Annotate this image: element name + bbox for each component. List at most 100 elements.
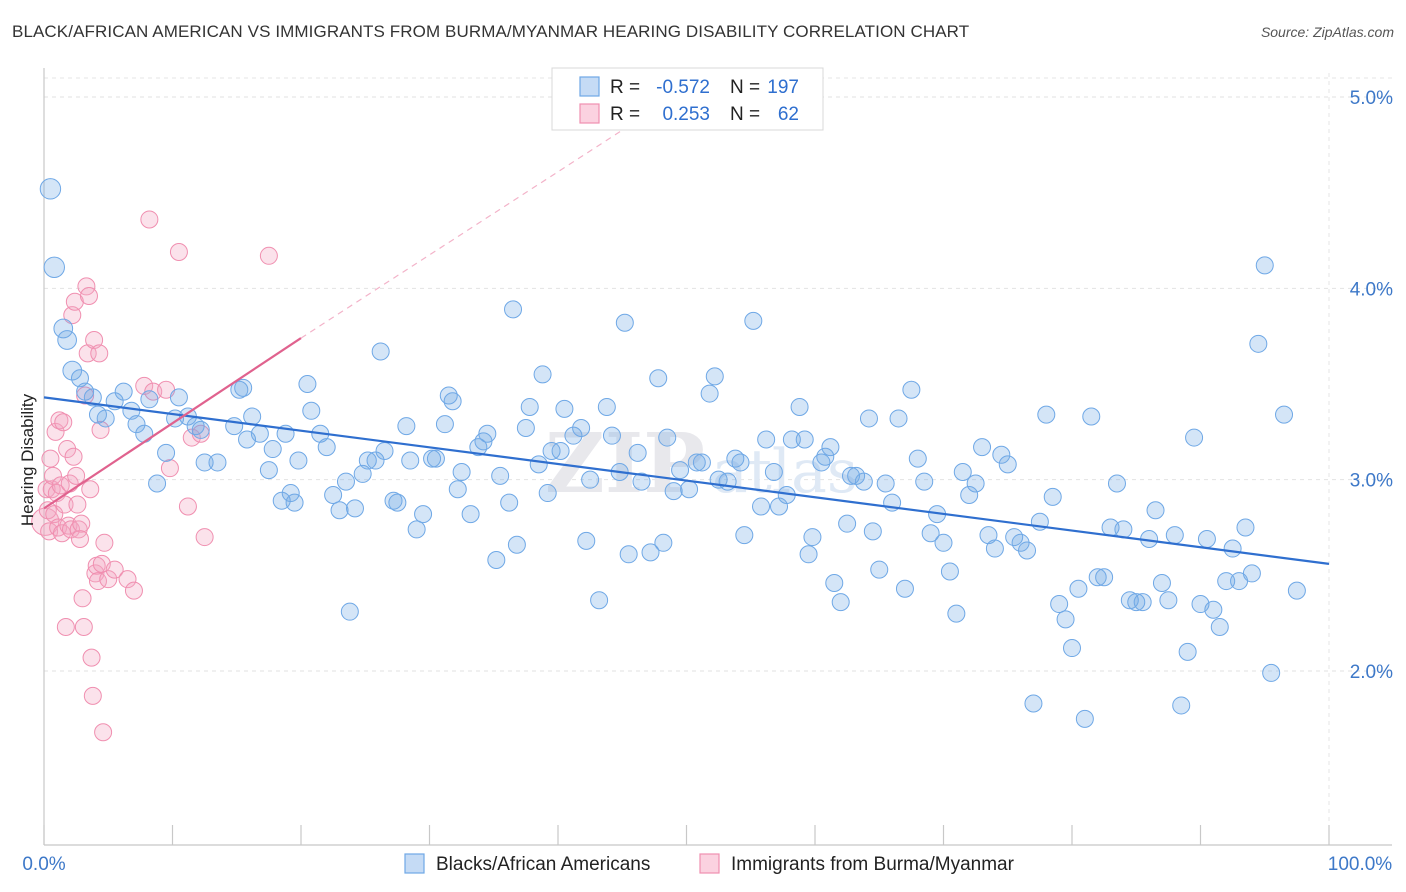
data-point-black [1082, 407, 1101, 426]
data-point-black [127, 415, 146, 434]
data-point-burma [74, 617, 93, 636]
data-point-black [816, 447, 835, 466]
data-point-black [529, 455, 548, 474]
legend-n-value-black: 197 [767, 77, 799, 98]
data-point-black [619, 545, 638, 564]
data-point-burma [135, 376, 154, 395]
data-point-black [330, 501, 349, 520]
data-point-black [1210, 617, 1229, 636]
data-point-black [423, 449, 442, 468]
data-point-black [731, 453, 750, 472]
y-tick-label: 2.0% [1350, 662, 1393, 683]
data-point-black [658, 428, 677, 447]
trend-line-black [43, 396, 1330, 565]
data-point-black [641, 543, 660, 562]
data-point-black [533, 365, 552, 384]
data-point-black [1217, 572, 1236, 591]
data-point-black [752, 497, 771, 516]
data-point-burma [52, 524, 71, 543]
data-point-black [671, 461, 690, 480]
data-point-black [1172, 696, 1191, 715]
data-point-black [388, 493, 407, 512]
data-point-black [825, 573, 844, 592]
y-axis-label: Hearing Disability [18, 393, 37, 526]
data-point-black [538, 484, 557, 503]
data-point-black [285, 493, 304, 512]
data-point-burma [76, 386, 95, 405]
data-point-black [876, 474, 895, 493]
data-point-burma [63, 306, 82, 325]
data-point-black [491, 466, 510, 485]
data-point-burma [83, 686, 102, 705]
data-point-black [1050, 595, 1069, 614]
data-point-black [628, 443, 647, 462]
data-point-burma [94, 723, 113, 742]
legend-r-label-burma: R = [610, 104, 640, 125]
data-point-black [225, 417, 244, 436]
data-point-burma [81, 480, 100, 499]
data-point-black [705, 367, 724, 386]
data-point-black [135, 424, 154, 443]
data-point-black [234, 378, 253, 397]
data-point-black [452, 463, 471, 482]
data-point-burma [79, 286, 98, 305]
data-point-burma [64, 447, 83, 466]
x-tick-labels: 0.0% 100.0% [22, 854, 1392, 875]
data-point-burma [169, 242, 188, 261]
y-tick-label: 4.0% [1350, 279, 1393, 300]
data-point-black [340, 602, 359, 621]
data-point-black [324, 485, 343, 504]
data-point-burma [56, 617, 75, 636]
data-point-black [516, 419, 535, 438]
data-point-black [371, 342, 390, 361]
data-point-black [1178, 642, 1197, 661]
bottom-legend-label-black: Blacks/African Americans [436, 854, 650, 875]
data-point-burma [54, 413, 73, 432]
data-point-black [401, 451, 420, 470]
data-point-black [1223, 539, 1242, 558]
data-point-black [902, 380, 921, 399]
data-point-black [992, 445, 1011, 464]
data-point-black [863, 522, 882, 541]
data-point-black [1024, 694, 1043, 713]
data-point-burma [91, 420, 110, 439]
data-point-black [504, 300, 523, 319]
data-point-burma [61, 520, 80, 539]
legend-n-label-black: N = [730, 77, 760, 98]
data-point-burma [95, 533, 114, 552]
data-point-burma [118, 570, 137, 589]
data-point-black [915, 472, 934, 491]
data-point-black [1204, 600, 1223, 619]
data-point-black [414, 505, 433, 524]
data-point-black [1018, 541, 1037, 560]
data-point-black [520, 397, 539, 416]
data-point-black [53, 318, 74, 339]
legend-swatch-burma [579, 103, 600, 124]
trend-line-burma-extension [300, 121, 636, 339]
data-point-burma [105, 560, 124, 579]
data-point-black [1197, 529, 1216, 548]
data-point-black [39, 178, 62, 200]
data-point-black [859, 409, 878, 428]
data-point-burma [67, 466, 86, 485]
data-point-black [298, 375, 317, 393]
data-point-black [1165, 526, 1184, 545]
data-point-black [345, 499, 364, 518]
data-point-black [795, 430, 814, 449]
watermark-atlas: atlas [712, 437, 858, 507]
data-point-black [555, 399, 574, 418]
bottom-legend-swatch-burma [699, 853, 720, 874]
data-point-black [908, 449, 927, 468]
data-point-black [889, 409, 908, 428]
data-point-black [195, 453, 214, 472]
data-point-black [934, 533, 953, 552]
data-point-black [803, 528, 822, 547]
data-point-black [289, 451, 308, 470]
data-point-burma [195, 528, 214, 547]
data-point-burma [90, 344, 109, 363]
data-point-burma [82, 648, 101, 667]
data-point-black [985, 539, 1004, 558]
data-point-black [895, 579, 914, 598]
data-point-black [461, 505, 480, 524]
data-point-burma [51, 476, 70, 495]
